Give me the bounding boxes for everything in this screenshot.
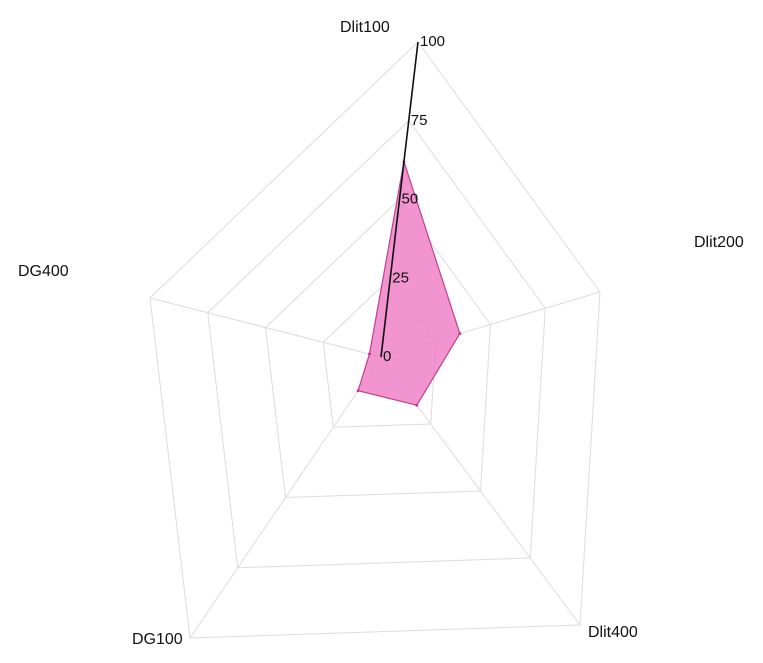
axis-label: DG100 xyxy=(132,631,183,648)
radial-tick-labels: 0 25 50 75 100 xyxy=(383,33,445,365)
tick-label: 0 xyxy=(383,348,391,365)
grid-ring xyxy=(207,119,546,569)
grid-ring xyxy=(264,198,492,499)
data-point xyxy=(458,332,462,336)
data-point xyxy=(356,389,360,393)
axis-label: Dlit400 xyxy=(588,624,638,641)
series-area xyxy=(357,161,461,406)
axis-label: Dlit200 xyxy=(694,234,744,251)
grid-spoke xyxy=(189,356,382,639)
tick-label: 75 xyxy=(411,112,428,129)
data-point xyxy=(415,403,419,407)
axis-labels: Dlit100 Dlit200 Dlit400 DG100 DG400 xyxy=(18,19,744,648)
radial-axis-line xyxy=(380,41,419,358)
grid-spoke xyxy=(149,297,382,358)
tick-label: 25 xyxy=(392,269,409,286)
data-point xyxy=(367,352,371,356)
axis-label: Dlit100 xyxy=(340,19,390,36)
tick-label: 50 xyxy=(402,191,419,208)
tick-label: 100 xyxy=(420,33,445,50)
grid-ring xyxy=(149,41,601,639)
axis-label: DG400 xyxy=(18,263,69,280)
